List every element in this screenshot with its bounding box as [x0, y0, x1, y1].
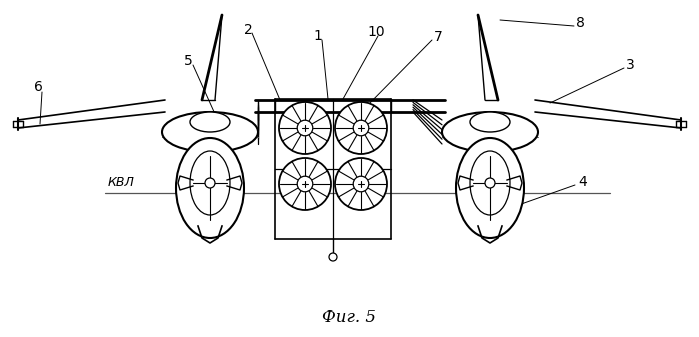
- Text: 10: 10: [367, 25, 385, 39]
- Ellipse shape: [442, 112, 538, 152]
- Ellipse shape: [190, 112, 230, 132]
- Text: 4: 4: [579, 175, 587, 189]
- Circle shape: [335, 102, 387, 154]
- Circle shape: [297, 176, 312, 192]
- Ellipse shape: [162, 112, 258, 152]
- Text: 3: 3: [626, 58, 635, 72]
- Ellipse shape: [176, 138, 244, 238]
- Circle shape: [279, 158, 331, 210]
- Text: Фиг. 5: Фиг. 5: [322, 309, 377, 327]
- Circle shape: [335, 158, 387, 210]
- Text: 7: 7: [433, 30, 442, 44]
- Ellipse shape: [190, 151, 230, 215]
- Ellipse shape: [456, 138, 524, 238]
- Circle shape: [297, 120, 312, 136]
- Text: 8: 8: [575, 16, 584, 30]
- Circle shape: [485, 178, 495, 188]
- Circle shape: [353, 176, 369, 192]
- Circle shape: [353, 120, 369, 136]
- Text: 5: 5: [184, 54, 192, 68]
- Circle shape: [329, 253, 337, 261]
- Text: 1: 1: [314, 29, 322, 43]
- Text: 6: 6: [34, 80, 43, 94]
- Circle shape: [279, 102, 331, 154]
- Circle shape: [205, 178, 215, 188]
- Ellipse shape: [470, 151, 510, 215]
- Text: 2: 2: [244, 23, 252, 37]
- Ellipse shape: [470, 112, 510, 132]
- Text: КВЛ: КВЛ: [108, 176, 135, 189]
